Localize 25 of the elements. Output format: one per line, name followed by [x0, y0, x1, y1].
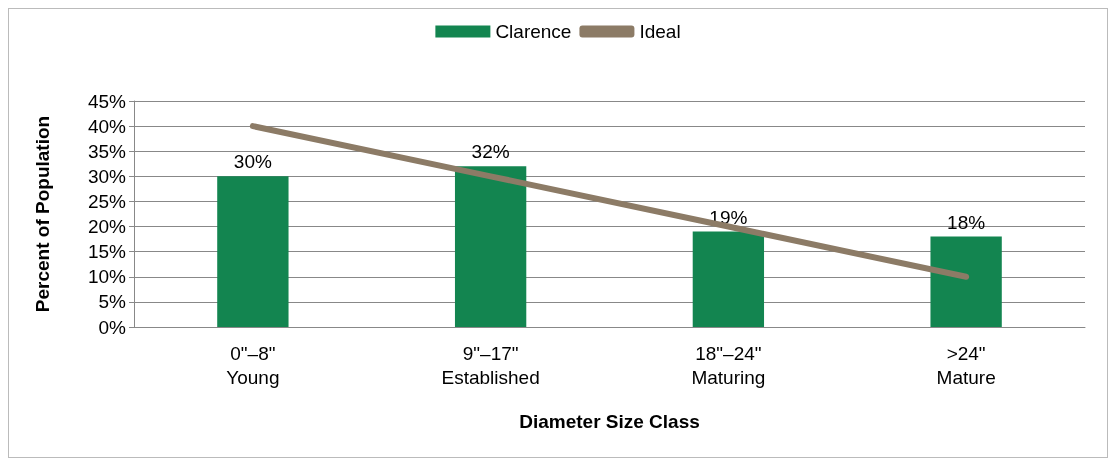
x-tick-label: 18"–24" Maturing [691, 342, 766, 388]
y-tick-label: 35% [87, 140, 127, 162]
y-tick-label: 0% [98, 316, 127, 338]
bar [454, 166, 527, 327]
x-tick-label: 0"–8" Young [226, 342, 280, 388]
y-tick-label: 20% [87, 216, 127, 238]
x-axis-title: Diameter Size Class [519, 411, 700, 432]
y-axis-title: Percent of Population [32, 115, 53, 313]
x-tick-label: 9"–17" Established [441, 342, 540, 388]
data-label: 30% [233, 151, 272, 173]
x-tick-label: >24" Mature [936, 342, 996, 388]
y-tick-label: 5% [98, 291, 127, 313]
y-tick-label: 45% [87, 90, 127, 112]
data-label: 32% [471, 141, 510, 163]
data-label: 18% [947, 211, 986, 233]
legend-label: Clarence [495, 21, 572, 42]
y-tick-label: 25% [87, 190, 127, 212]
bar [930, 236, 1002, 327]
bar [692, 231, 765, 327]
bar [217, 176, 289, 327]
y-tick-label: 15% [87, 241, 127, 263]
y-tick-label: 40% [87, 115, 127, 137]
y-tick-label: 30% [87, 165, 127, 187]
y-tick-label: 10% [87, 266, 127, 288]
legend-label: Ideal [639, 21, 681, 42]
